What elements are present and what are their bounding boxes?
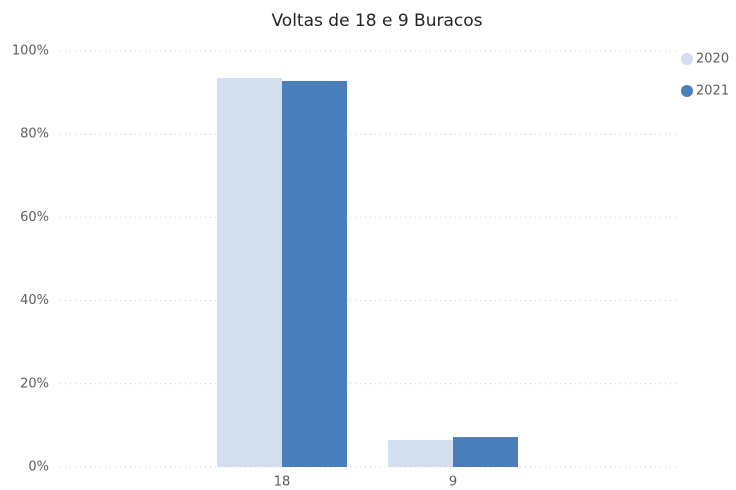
- x-tick-label: 18: [274, 475, 291, 490]
- bar: [282, 80, 347, 468]
- legend-swatch: [681, 85, 693, 97]
- bar: [453, 437, 518, 467]
- legend-swatch: [681, 53, 693, 65]
- bar: [217, 78, 282, 467]
- y-tick-label: 60%: [20, 210, 49, 225]
- y-tick-label: 20%: [20, 376, 49, 391]
- y-tick-label: 80%: [20, 127, 49, 142]
- y-tick-label: 100%: [12, 44, 49, 59]
- legend-label: 2021: [696, 84, 729, 99]
- legend-label: 2020: [696, 52, 729, 67]
- chart-title: Voltas de 18 e 9 Buracos: [272, 11, 483, 31]
- y-tick-label: 0%: [28, 460, 49, 475]
- bar: [388, 439, 453, 467]
- x-tick-label: 9: [449, 475, 457, 490]
- y-tick-label: 40%: [20, 293, 49, 308]
